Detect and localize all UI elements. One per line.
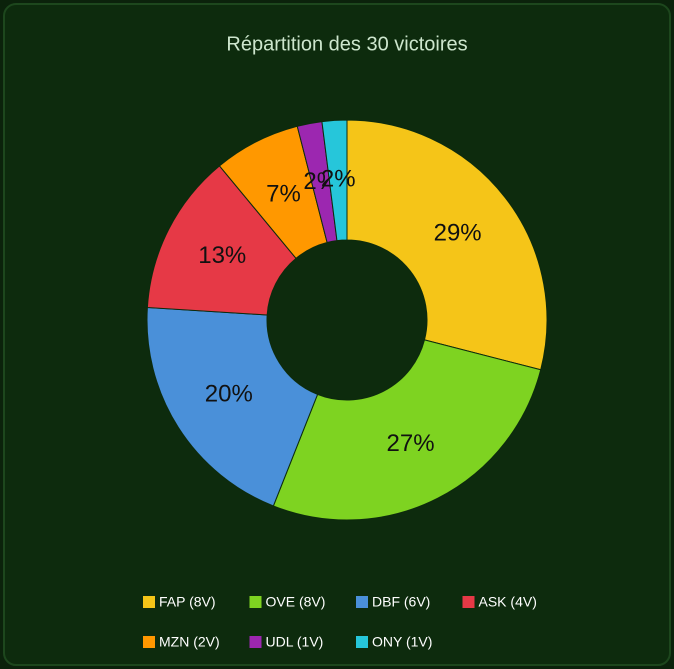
legend-label: DBF (6V) [372,594,430,610]
slice [321,119,348,242]
legend-swatch [143,596,155,608]
legend-label: UDL (1V) [266,634,324,650]
legend-swatch [356,636,368,648]
slice-label: 13% [198,242,246,269]
slice-label: 27% [387,430,435,457]
legend-swatch [249,596,262,608]
legend-swatch [249,636,262,648]
legend-label: ONY (1V) [372,634,432,650]
legend-label: MZN (2V) [159,634,220,650]
slice [146,306,319,507]
slice [272,339,542,521]
legend-swatch [462,596,475,608]
slice-label: 29% [434,220,482,247]
card [3,3,671,666]
legend-label: FAP (8V) [159,594,216,610]
slice-label: 20% [205,380,253,407]
chart-title: Répartition des 30 victoires [226,33,467,55]
legend-label: ASK (4V) [479,594,537,610]
slice [346,119,548,371]
slice-label: 7% [266,181,301,208]
legend-label: OVE (8V) [266,594,326,610]
legend-swatch [356,596,368,608]
slice-label: 2% [321,166,356,193]
slice [146,165,297,316]
legend-swatch [143,636,155,648]
